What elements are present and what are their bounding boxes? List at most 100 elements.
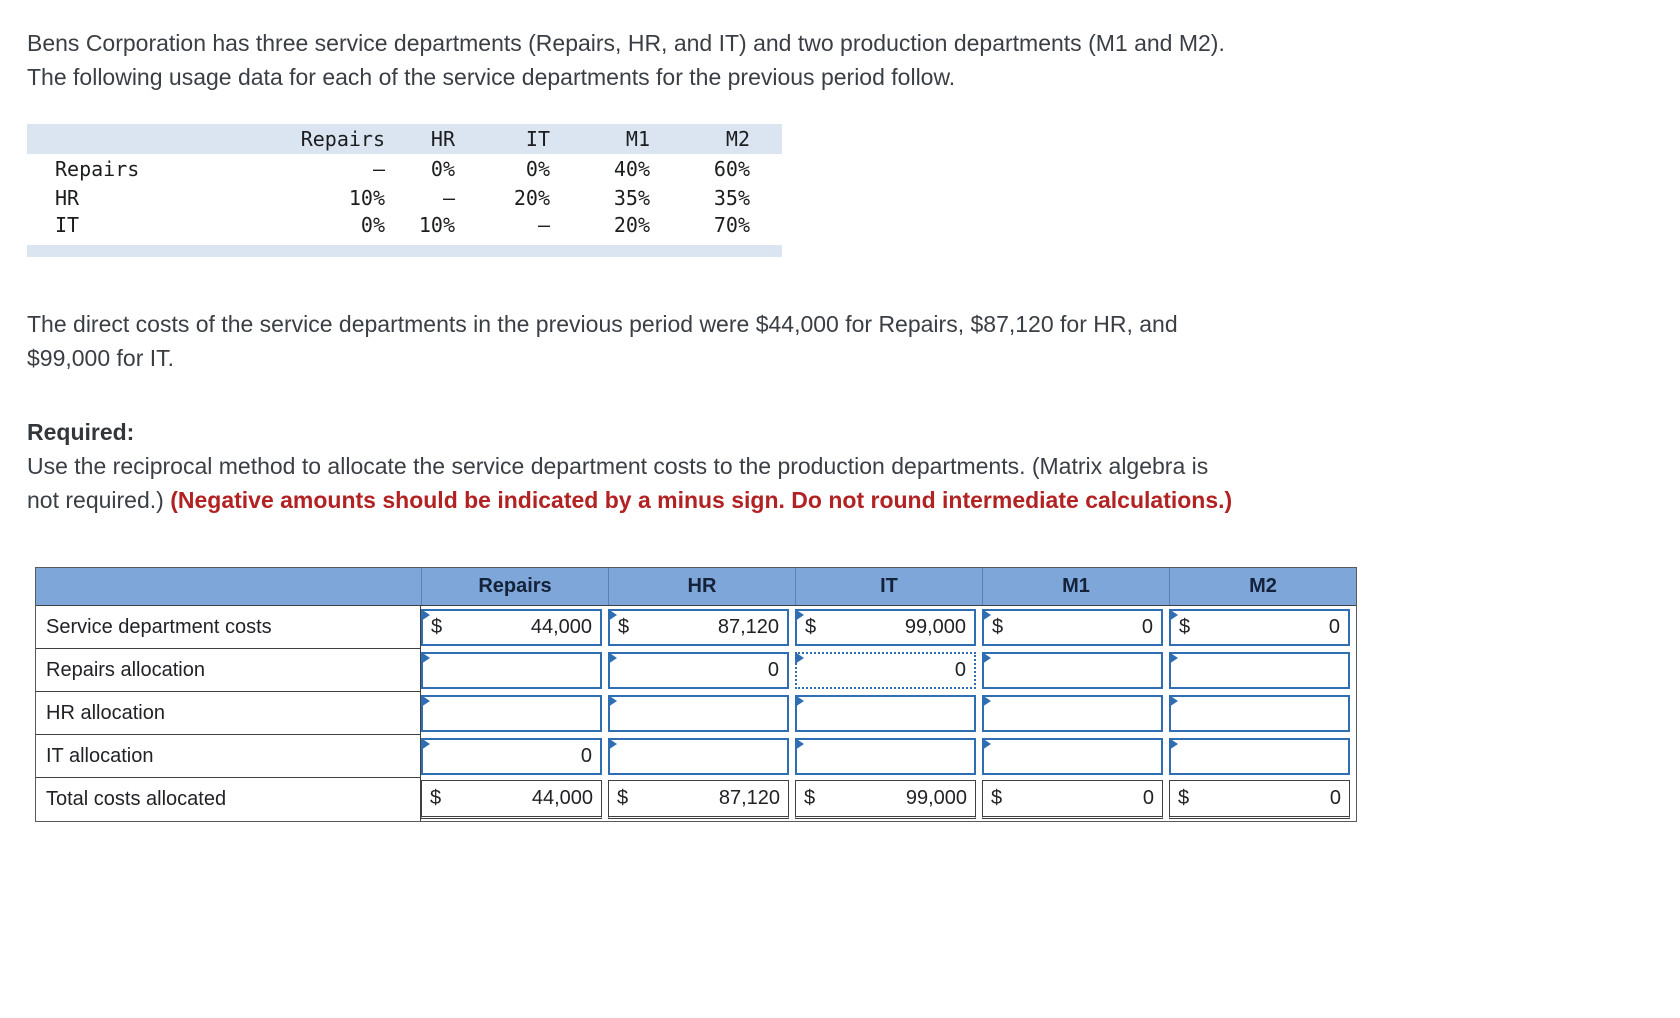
required-warning: (Negative amounts should be indicated by… (170, 487, 1233, 513)
usage-value: 10% (418, 212, 455, 237)
currency-prefix: $ (618, 616, 630, 638)
cell-marker-icon (421, 652, 430, 664)
usage-col-header-m1: M1 (550, 124, 650, 154)
cell-marker-icon (795, 738, 804, 750)
input-cell[interactable] (795, 738, 976, 775)
cell-slot (982, 735, 1169, 778)
row-total-costs-allocated: Total costs allocated $44,000 $87,120 $9… (36, 778, 1356, 821)
cell-marker-icon (982, 609, 991, 621)
input-cell[interactable] (421, 695, 602, 732)
required-label: Required: (27, 419, 135, 445)
allocation-col-header-repairs: Repairs (421, 568, 608, 605)
row-label: HR allocation (36, 692, 421, 735)
allocation-col-header-m2: M2 (1169, 568, 1356, 605)
cell-slot: $99,000 (795, 606, 982, 649)
cell-slot: $0 (982, 778, 1169, 821)
row-label: Service department costs (36, 606, 421, 649)
cell-slot (982, 649, 1169, 692)
usage-value: 35% (713, 185, 750, 210)
allocation-table: Repairs HR IT M1 M2 Service department c… (35, 567, 1357, 822)
input-cell[interactable] (421, 652, 602, 689)
input-cell[interactable]: $0 (1169, 609, 1350, 646)
cell-slot (421, 649, 608, 692)
row-service-department-costs: Service department costs $44,000 $87,120… (36, 606, 1356, 649)
input-cell[interactable]: $0 (982, 609, 1163, 646)
cell-marker-icon (982, 738, 991, 750)
input-cell[interactable]: 0 (421, 738, 602, 775)
cell-slot: $44,000 (421, 778, 608, 821)
cell-slot: 0 (795, 649, 982, 692)
currency-prefix: $ (431, 616, 443, 638)
total-cell: $0 (982, 780, 1163, 819)
input-cell[interactable] (982, 652, 1163, 689)
usage-footer-band (27, 237, 782, 257)
usage-value: 35% (613, 185, 650, 210)
input-cell[interactable] (1169, 695, 1350, 732)
cell-value: 0 (954, 659, 966, 681)
input-cell[interactable] (1169, 738, 1350, 775)
cell-value: 99,000 (904, 616, 966, 638)
usage-row-it: IT 0% 10% – 20% 70% (27, 212, 782, 241)
cell-slot (608, 692, 795, 735)
usage-footer-band-cell (27, 237, 782, 257)
input-cell[interactable]: 0 (608, 652, 789, 689)
cell-marker-icon (421, 609, 430, 621)
input-cell[interactable] (1169, 652, 1350, 689)
input-cell[interactable]: $99,000 (795, 609, 976, 646)
cell-marker-icon (795, 695, 804, 707)
cell-slot: $0 (982, 606, 1169, 649)
required-line-2-text: not required.) (27, 487, 164, 513)
usage-col-header-repairs: Repairs (177, 124, 385, 154)
cell-marker-icon (1169, 738, 1178, 750)
usage-table: Repairs HR IT M1 M2 Repairs – 0% 0% 40% … (27, 124, 782, 257)
input-cell[interactable]: $44,000 (421, 609, 602, 646)
row-label: IT (55, 212, 80, 237)
cell-slot (982, 692, 1169, 735)
input-cell[interactable]: $87,120 (608, 609, 789, 646)
total-cell: $0 (1169, 780, 1350, 819)
cell-marker-icon (795, 652, 804, 664)
cell-marker-icon (1169, 652, 1178, 664)
cell-slot: 0 (421, 735, 608, 778)
row-it-allocation: IT allocation 0 (36, 735, 1356, 778)
usage-col-header-m2: M2 (650, 124, 782, 154)
input-cell[interactable] (795, 695, 976, 732)
usage-value: 40% (613, 156, 650, 181)
cell-value: 0 (1142, 787, 1154, 809)
cell-slot (608, 735, 795, 778)
currency-prefix: $ (992, 616, 1004, 638)
usage-value: – (442, 185, 455, 210)
input-cell[interactable] (982, 738, 1163, 775)
usage-col-header-hr: HR (385, 124, 455, 154)
cell-slot: $87,120 (608, 606, 795, 649)
cell-marker-icon (608, 652, 617, 664)
cell-slot (1169, 649, 1356, 692)
intro-paragraph: Bens Corporation has three service depar… (27, 26, 1680, 94)
usage-row-repairs: Repairs – 0% 0% 40% 60% (27, 154, 782, 183)
usage-value: 10% (348, 185, 385, 210)
cell-marker-icon (1169, 609, 1178, 621)
cell-slot: 0 (608, 649, 795, 692)
cell-value: 44,000 (531, 787, 593, 809)
intro-line-2: The following usage data for each of the… (27, 64, 956, 90)
usage-value: – (372, 156, 385, 181)
cell-marker-icon (1169, 695, 1178, 707)
cell-slot: $99,000 (795, 778, 982, 821)
input-cell[interactable] (982, 695, 1163, 732)
currency-prefix: $ (991, 787, 1003, 809)
cell-slot (1169, 735, 1356, 778)
costs-line-1: The direct costs of the service departme… (27, 311, 1178, 337)
input-cell[interactable] (608, 738, 789, 775)
row-label: HR (55, 185, 80, 210)
input-cell-active[interactable]: 0 (795, 652, 976, 689)
input-cell[interactable] (608, 695, 789, 732)
usage-value: 0% (430, 156, 455, 181)
cell-marker-icon (795, 609, 804, 621)
cell-marker-icon (982, 695, 991, 707)
usage-header-empty (27, 124, 177, 154)
row-label: Total costs allocated (36, 778, 421, 821)
row-label: Repairs allocation (36, 649, 421, 692)
row-label: IT allocation (36, 735, 421, 778)
usage-header-row: Repairs HR IT M1 M2 (27, 124, 782, 154)
cell-slot (795, 735, 982, 778)
